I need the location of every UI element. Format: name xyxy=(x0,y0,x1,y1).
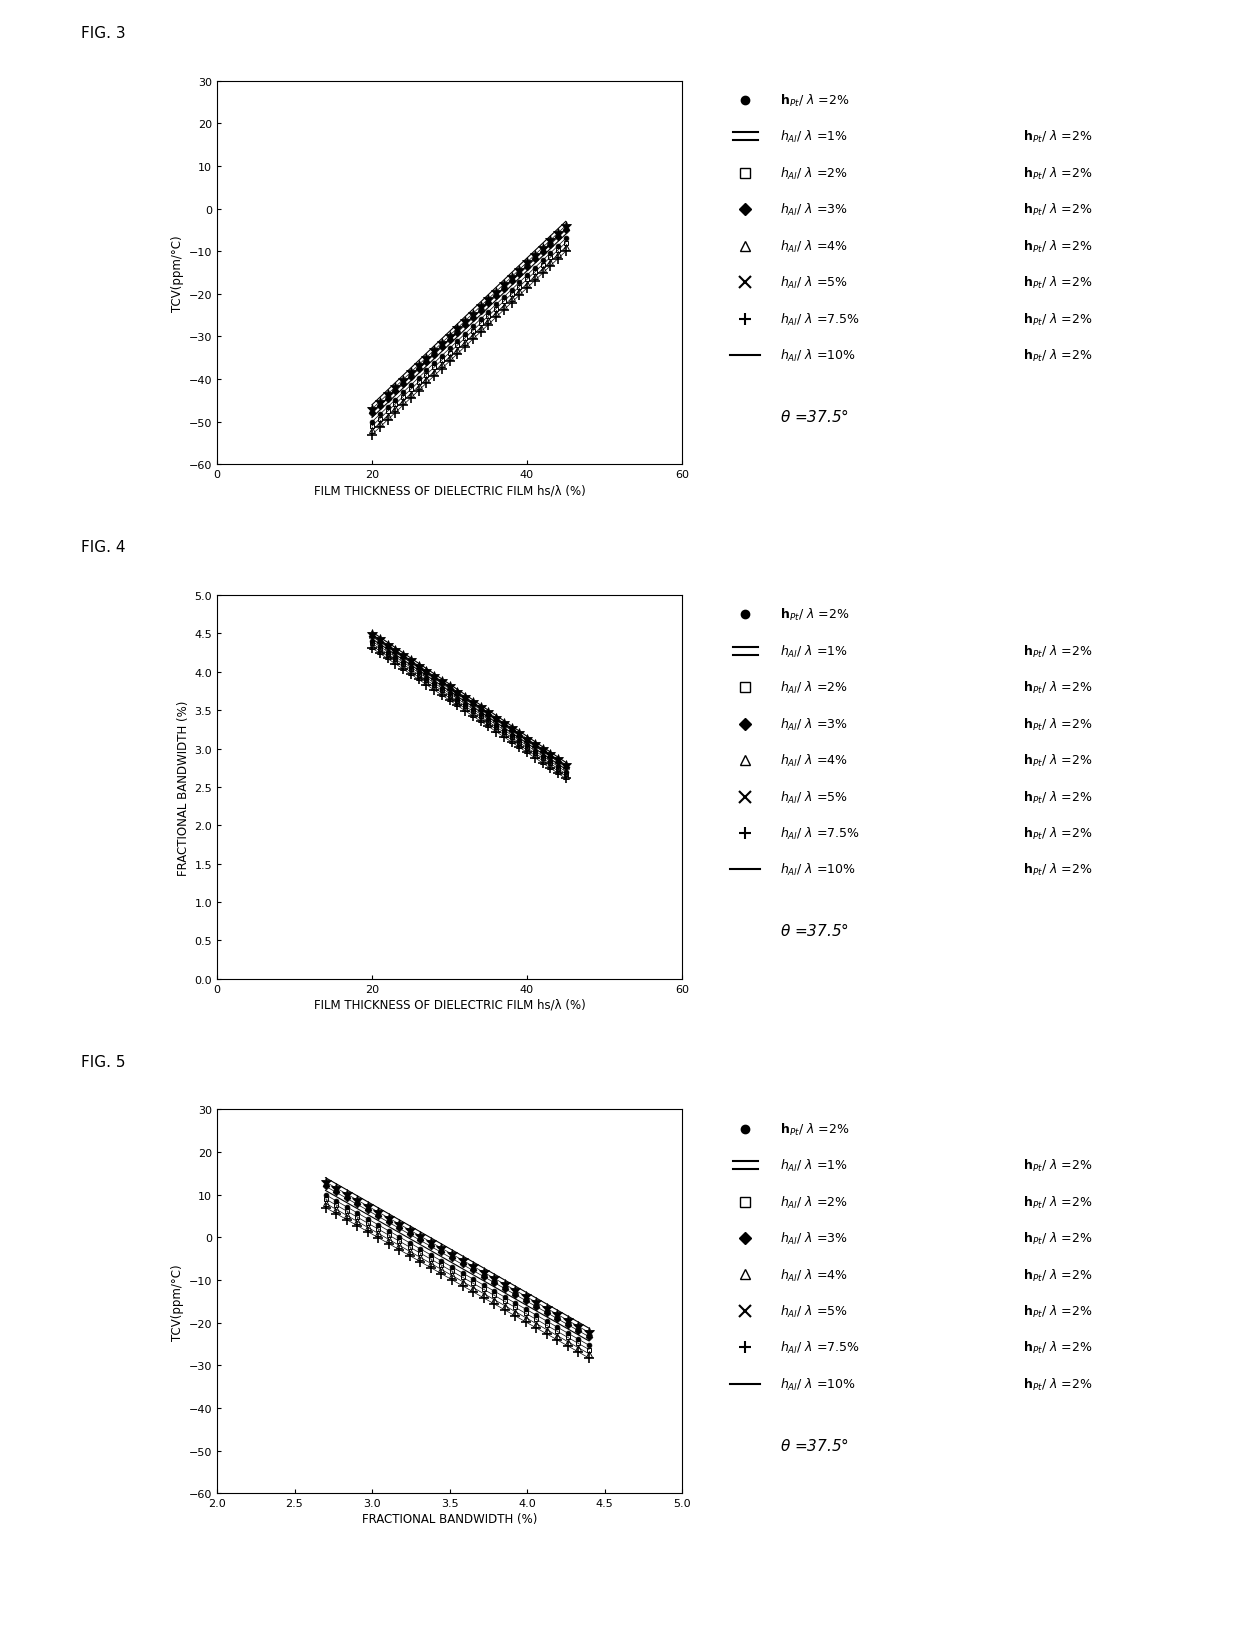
Text: $h_{Al}$/ $\lambda$ =3%: $h_{Al}$/ $\lambda$ =3% xyxy=(780,716,848,733)
Text: $\mathbf{h}_{Pt}$/ $\lambda$ =2%: $\mathbf{h}_{Pt}$/ $\lambda$ =2% xyxy=(1023,862,1092,878)
Text: $h_{Al}$/ $\lambda$ =4%: $h_{Al}$/ $\lambda$ =4% xyxy=(780,752,848,769)
Text: $h_{Al}$/ $\lambda$ =5%: $h_{Al}$/ $\lambda$ =5% xyxy=(780,788,848,805)
Text: $\mathbf{h}_{Pt}$/ $\lambda$ =2%: $\mathbf{h}_{Pt}$/ $\lambda$ =2% xyxy=(1023,788,1092,805)
Text: $\theta$ =37.5°: $\theta$ =37.5° xyxy=(780,408,849,424)
Text: $h_{Al}$/ $\lambda$ =4%: $h_{Al}$/ $\lambda$ =4% xyxy=(780,238,848,255)
Text: $h_{Al}$/ $\lambda$ =5%: $h_{Al}$/ $\lambda$ =5% xyxy=(780,1302,848,1319)
Text: $\mathbf{h}_{Pt}$/ $\lambda$ =2%: $\mathbf{h}_{Pt}$/ $\lambda$ =2% xyxy=(1023,1376,1092,1392)
Text: $h_{Al}$/ $\lambda$ =3%: $h_{Al}$/ $\lambda$ =3% xyxy=(780,202,848,219)
Text: $h_{Al}$/ $\lambda$ =1%: $h_{Al}$/ $\lambda$ =1% xyxy=(780,1157,848,1173)
X-axis label: FILM THICKNESS OF DIELECTRIC FILM hs/λ (%): FILM THICKNESS OF DIELECTRIC FILM hs/λ (… xyxy=(314,485,585,498)
Text: $h_{Al}$/ $\lambda$ =10%: $h_{Al}$/ $\lambda$ =10% xyxy=(780,862,856,878)
Y-axis label: TCV(ppm/°C): TCV(ppm/°C) xyxy=(171,1263,185,1340)
Text: $h_{Al}$/ $\lambda$ =2%: $h_{Al}$/ $\lambda$ =2% xyxy=(780,1193,848,1209)
Text: $\mathbf{h}_{Pt}$/ $\lambda$ =2%: $\mathbf{h}_{Pt}$/ $\lambda$ =2% xyxy=(1023,274,1092,290)
Text: $\theta$ =37.5°: $\theta$ =37.5° xyxy=(780,922,849,938)
Text: $\mathbf{h}_{Pt}$/ $\lambda$ =2%: $\mathbf{h}_{Pt}$/ $\lambda$ =2% xyxy=(1023,1231,1092,1247)
Text: $h_{Al}$/ $\lambda$ =7.5%: $h_{Al}$/ $\lambda$ =7.5% xyxy=(780,826,859,842)
Text: $\mathbf{h}_{Pt}$/ $\lambda$ =2%: $\mathbf{h}_{Pt}$/ $\lambda$ =2% xyxy=(1023,238,1092,255)
Text: $\mathbf{h}_{Pt}$/ $\lambda$ =2%: $\mathbf{h}_{Pt}$/ $\lambda$ =2% xyxy=(1023,202,1092,219)
Text: $\mathbf{h}_{Pt}$/ $\lambda$ =2%: $\mathbf{h}_{Pt}$/ $\lambda$ =2% xyxy=(780,93,849,109)
Text: $h_{Al}$/ $\lambda$ =10%: $h_{Al}$/ $\lambda$ =10% xyxy=(780,348,856,364)
Y-axis label: TCV(ppm/°C): TCV(ppm/°C) xyxy=(171,235,185,312)
Text: $\mathbf{h}_{Pt}$/ $\lambda$ =2%: $\mathbf{h}_{Pt}$/ $\lambda$ =2% xyxy=(1023,826,1092,842)
Text: $h_{Al}$/ $\lambda$ =10%: $h_{Al}$/ $\lambda$ =10% xyxy=(780,1376,856,1392)
Text: $h_{Al}$/ $\lambda$ =1%: $h_{Al}$/ $\lambda$ =1% xyxy=(780,643,848,659)
Text: $\mathbf{h}_{Pt}$/ $\lambda$ =2%: $\mathbf{h}_{Pt}$/ $\lambda$ =2% xyxy=(1023,716,1092,733)
Text: $h_{Al}$/ $\lambda$ =2%: $h_{Al}$/ $\lambda$ =2% xyxy=(780,679,848,695)
Text: $\mathbf{h}_{Pt}$/ $\lambda$ =2%: $\mathbf{h}_{Pt}$/ $\lambda$ =2% xyxy=(1023,1340,1092,1356)
Text: $\theta$ =37.5°: $\theta$ =37.5° xyxy=(780,1436,849,1452)
Text: FIG. 5: FIG. 5 xyxy=(81,1054,125,1069)
Text: $h_{Al}$/ $\lambda$ =7.5%: $h_{Al}$/ $\lambda$ =7.5% xyxy=(780,1340,859,1356)
Text: $\mathbf{h}_{Pt}$/ $\lambda$ =2%: $\mathbf{h}_{Pt}$/ $\lambda$ =2% xyxy=(1023,752,1092,769)
Text: $\mathbf{h}_{Pt}$/ $\lambda$ =2%: $\mathbf{h}_{Pt}$/ $\lambda$ =2% xyxy=(1023,1157,1092,1173)
X-axis label: FILM THICKNESS OF DIELECTRIC FILM hs/λ (%): FILM THICKNESS OF DIELECTRIC FILM hs/λ (… xyxy=(314,999,585,1012)
Text: $\mathbf{h}_{Pt}$/ $\lambda$ =2%: $\mathbf{h}_{Pt}$/ $\lambda$ =2% xyxy=(1023,129,1092,145)
Text: $\mathbf{h}_{Pt}$/ $\lambda$ =2%: $\mathbf{h}_{Pt}$/ $\lambda$ =2% xyxy=(1023,679,1092,695)
Text: $h_{Al}$/ $\lambda$ =2%: $h_{Al}$/ $\lambda$ =2% xyxy=(780,165,848,181)
Text: $\mathbf{h}_{Pt}$/ $\lambda$ =2%: $\mathbf{h}_{Pt}$/ $\lambda$ =2% xyxy=(780,607,849,623)
Text: $\mathbf{h}_{Pt}$/ $\lambda$ =2%: $\mathbf{h}_{Pt}$/ $\lambda$ =2% xyxy=(1023,1193,1092,1209)
Text: $\mathbf{h}_{Pt}$/ $\lambda$ =2%: $\mathbf{h}_{Pt}$/ $\lambda$ =2% xyxy=(1023,165,1092,181)
Text: $h_{Al}$/ $\lambda$ =3%: $h_{Al}$/ $\lambda$ =3% xyxy=(780,1231,848,1247)
Text: $\mathbf{h}_{Pt}$/ $\lambda$ =2%: $\mathbf{h}_{Pt}$/ $\lambda$ =2% xyxy=(1023,1302,1092,1319)
Text: $h_{Al}$/ $\lambda$ =1%: $h_{Al}$/ $\lambda$ =1% xyxy=(780,129,848,145)
Text: $\mathbf{h}_{Pt}$/ $\lambda$ =2%: $\mathbf{h}_{Pt}$/ $\lambda$ =2% xyxy=(1023,312,1092,328)
Text: $\mathbf{h}_{Pt}$/ $\lambda$ =2%: $\mathbf{h}_{Pt}$/ $\lambda$ =2% xyxy=(1023,643,1092,659)
Text: FIG. 3: FIG. 3 xyxy=(81,26,125,41)
Text: FIG. 4: FIG. 4 xyxy=(81,540,125,555)
X-axis label: FRACTIONAL BANDWIDTH (%): FRACTIONAL BANDWIDTH (%) xyxy=(362,1513,537,1526)
Text: $h_{Al}$/ $\lambda$ =7.5%: $h_{Al}$/ $\lambda$ =7.5% xyxy=(780,312,859,328)
Y-axis label: FRACTIONAL BANDWIDTH (%): FRACTIONAL BANDWIDTH (%) xyxy=(177,700,190,875)
Text: $\mathbf{h}_{Pt}$/ $\lambda$ =2%: $\mathbf{h}_{Pt}$/ $\lambda$ =2% xyxy=(780,1121,849,1138)
Text: $h_{Al}$/ $\lambda$ =4%: $h_{Al}$/ $\lambda$ =4% xyxy=(780,1266,848,1283)
Text: $h_{Al}$/ $\lambda$ =5%: $h_{Al}$/ $\lambda$ =5% xyxy=(780,274,848,290)
Text: $\mathbf{h}_{Pt}$/ $\lambda$ =2%: $\mathbf{h}_{Pt}$/ $\lambda$ =2% xyxy=(1023,1266,1092,1283)
Text: $\mathbf{h}_{Pt}$/ $\lambda$ =2%: $\mathbf{h}_{Pt}$/ $\lambda$ =2% xyxy=(1023,348,1092,364)
